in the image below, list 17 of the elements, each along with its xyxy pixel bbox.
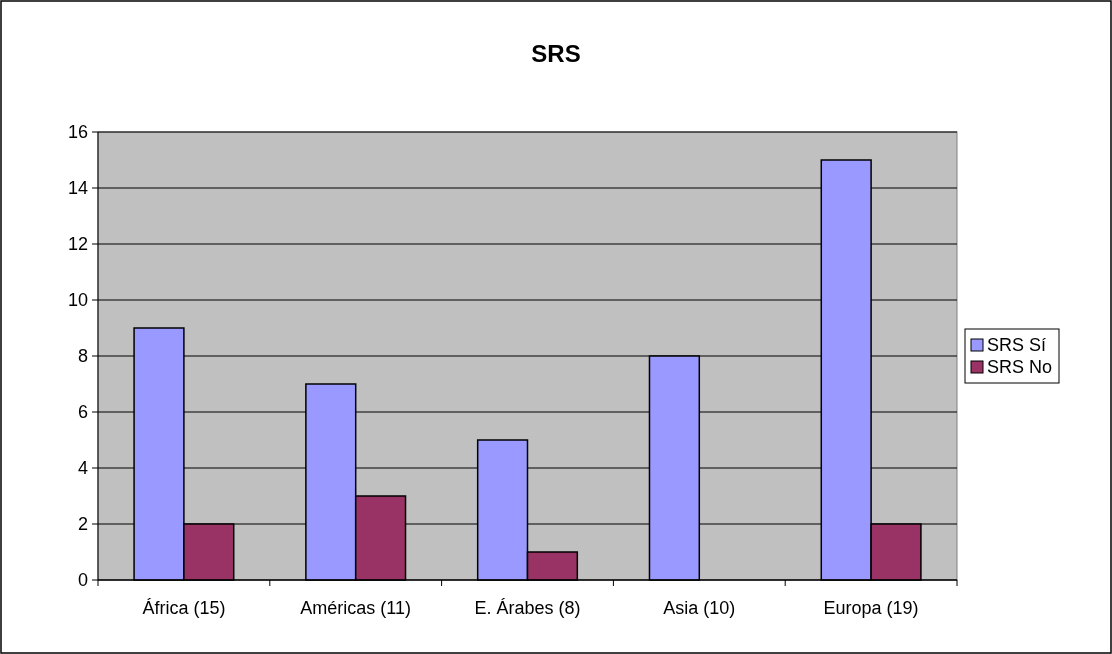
x-tick-label: Europa (19) [823, 598, 919, 618]
y-tick-label: 12 [67, 234, 88, 255]
y-tick-label: 4 [77, 458, 88, 479]
x-tick-label: E. Árabes (8) [474, 598, 581, 618]
legend-label: SRS Sí [987, 335, 1047, 355]
x-tick-label: África (15) [142, 598, 226, 618]
legend-label: SRS No [987, 357, 1053, 377]
x-tick-label: Asia (10) [663, 598, 736, 618]
x-tick-label: Américas (11) [300, 598, 412, 618]
y-tick-label: 6 [77, 402, 88, 423]
y-tick-label: 10 [67, 290, 88, 311]
y-tick-label: 0 [77, 570, 88, 591]
y-tick-label: 14 [67, 178, 88, 199]
y-tick-label: 8 [77, 346, 88, 367]
y-tick-label: 16 [67, 122, 88, 143]
chart-title: SRS [531, 40, 581, 67]
y-tick-label: 2 [77, 514, 88, 535]
